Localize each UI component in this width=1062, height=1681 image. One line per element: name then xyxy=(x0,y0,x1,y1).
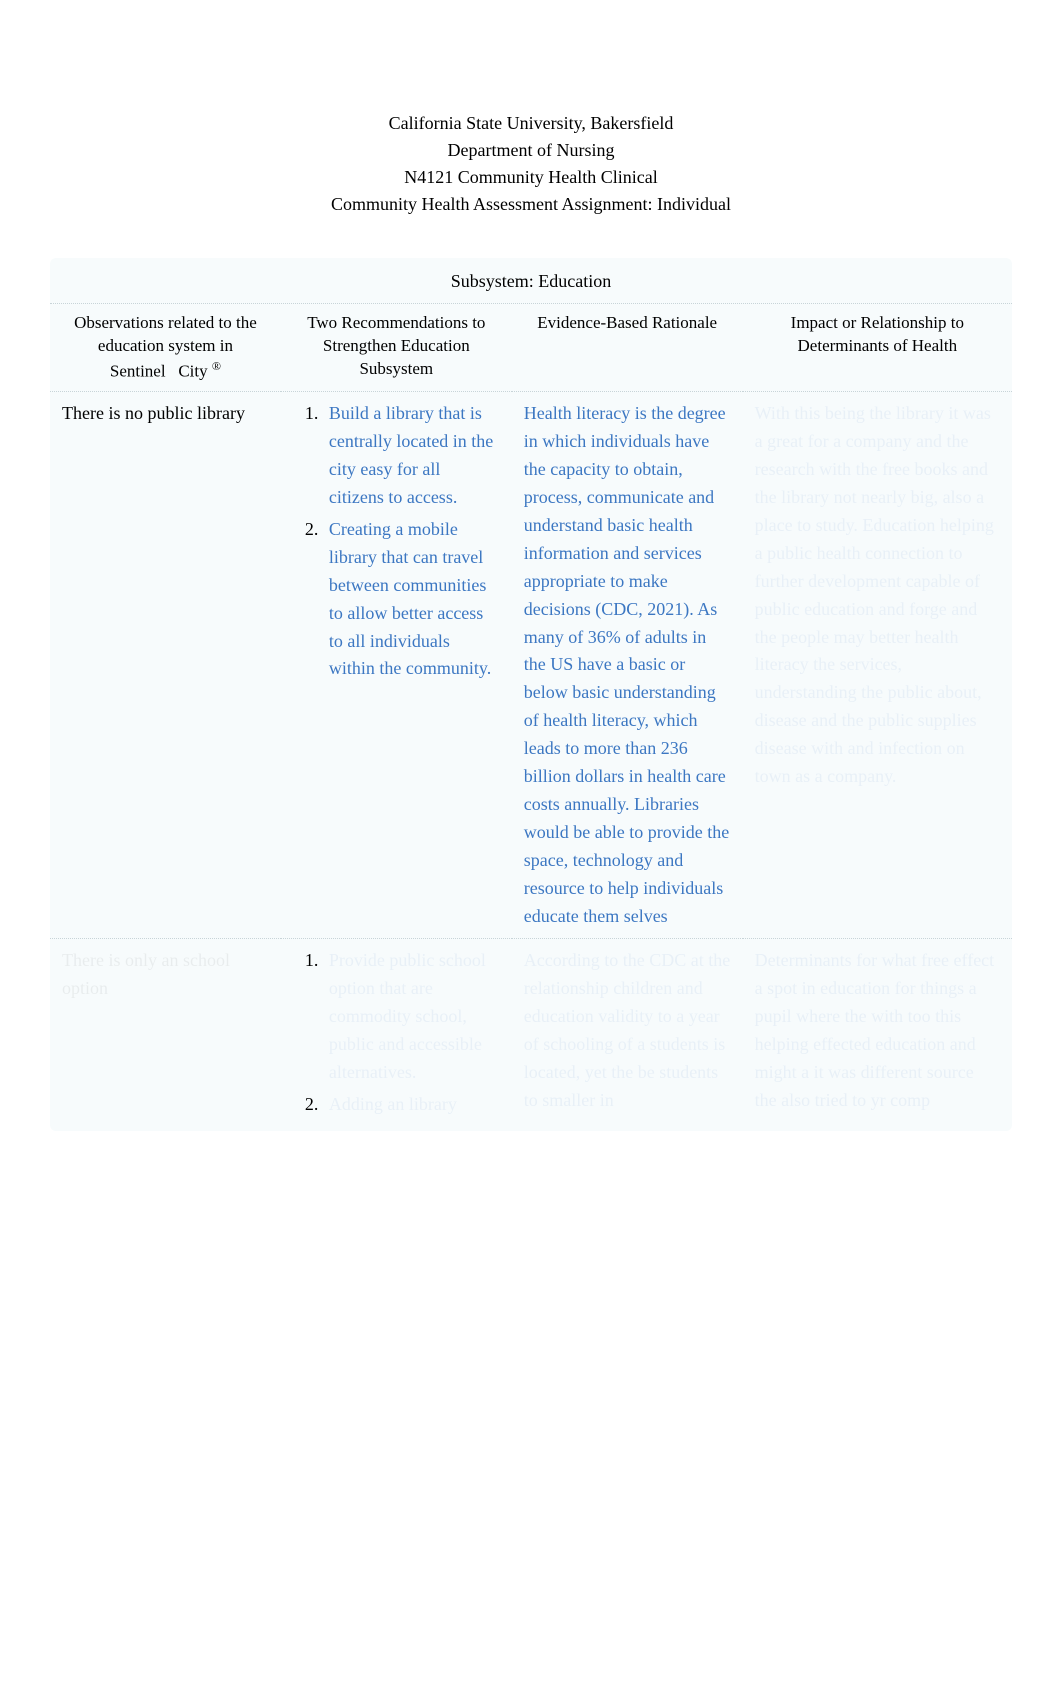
header-line-2: Department of Nursing xyxy=(50,137,1012,164)
recommendations-cell: Provide public school option that are co… xyxy=(281,939,512,1131)
observation-text-obscured: There is only an school option xyxy=(62,950,230,998)
table-row: There is only an school option Provide p… xyxy=(50,939,1012,1131)
document-header: California State University, Bakersfield… xyxy=(50,110,1012,218)
col-header-observations: Observations related to the education sy… xyxy=(50,304,281,392)
rationale-cell: According to the CDC at the relationship… xyxy=(512,939,743,1131)
col-header-impact: Impact or Relationship to Determinants o… xyxy=(743,304,1012,392)
subsystem-title: Subsystem: Education xyxy=(50,258,1012,304)
table-row: There is no public library Build a libra… xyxy=(50,392,1012,939)
recommendations-cell: Build a library that is centrally locate… xyxy=(281,392,512,939)
impact-cell: With this being the library it was a gre… xyxy=(743,392,1012,939)
table-header-row: Observations related to the education sy… xyxy=(50,304,1012,392)
page-bottom-space xyxy=(50,1131,1012,1631)
rationale-text-obscured: According to the CDC at the relationship… xyxy=(524,950,730,1109)
list-item: Provide public school option that are co… xyxy=(323,947,500,1086)
impact-text-obscured: With this being the library it was a gre… xyxy=(755,403,994,786)
assessment-table: Observations related to the education sy… xyxy=(50,304,1012,1131)
col-header-recommendations: Two Recommendations to Strengthen Educat… xyxy=(281,304,512,392)
list-item: Build a library that is centrally locate… xyxy=(323,400,500,512)
impact-cell: Determinants for what free effect a spot… xyxy=(743,939,1012,1131)
rationale-text: Health literacy is the degree in which i… xyxy=(524,403,729,925)
observation-cell: There is only an school option xyxy=(50,939,281,1131)
assessment-table-wrapper: Subsystem: Education Observations relate… xyxy=(50,258,1012,1131)
observation-cell: There is no public library xyxy=(50,392,281,939)
col-header-rationale: Evidence-Based Rationale xyxy=(512,304,743,392)
impact-text-obscured: Determinants for what free effect a spot… xyxy=(755,950,995,1109)
rationale-cell: Health literacy is the degree in which i… xyxy=(512,392,743,939)
list-item: Adding an library xyxy=(323,1091,500,1119)
observation-text: There is no public library xyxy=(62,403,245,423)
header-line-3: N4121 Community Health Clinical xyxy=(50,164,1012,191)
header-line-1: California State University, Bakersfield xyxy=(50,110,1012,137)
list-item: Creating a mobile library that can trave… xyxy=(323,516,500,683)
header-line-4: Community Health Assessment Assignment: … xyxy=(50,191,1012,218)
